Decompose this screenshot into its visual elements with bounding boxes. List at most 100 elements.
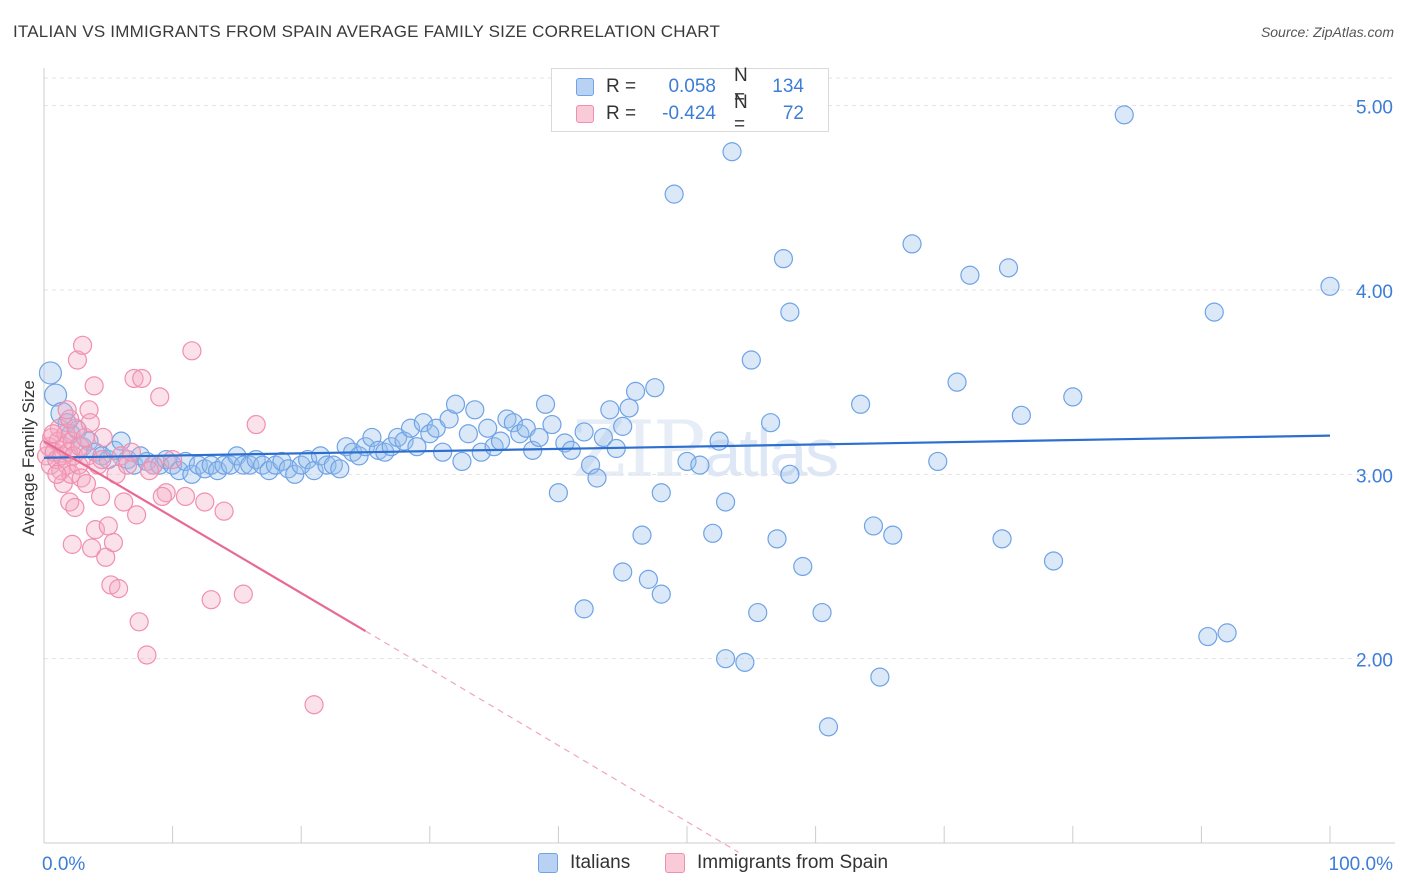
italians-point [902,234,922,254]
spain-point [72,335,93,355]
spain-point [126,505,147,525]
spain-point [85,520,106,540]
series-label-italians: Italians [570,852,631,873]
spain-point [201,590,221,610]
italians-point [780,302,800,322]
italians-point [722,142,742,162]
spain-point [81,538,102,558]
series-legend-italians[interactable]: Italians [538,852,630,874]
legend-r-label: R = [606,103,637,124]
spain-point [304,695,324,715]
italians-point [593,427,614,448]
spain-point [124,368,144,389]
legend-r-label: R = [606,76,637,97]
x-tick-label-min: 0.0% [42,854,85,875]
italians-point [960,265,980,285]
spain-point [195,492,215,512]
italians-point [574,599,594,619]
italians-point [677,451,697,472]
italians-point [323,455,343,475]
italians-point [38,361,63,385]
spain-point [96,547,116,567]
italians-point [555,433,575,453]
spain-point [98,516,118,536]
spain-point [60,492,80,512]
spain-point [163,449,183,470]
spain-point [156,483,176,503]
italians-point [651,584,671,604]
italians-point [992,529,1012,549]
spain-point [129,612,149,632]
watermark-zip: ZIP [572,405,705,495]
spain-point [67,350,88,370]
italians-point [664,184,684,204]
series-swatch-spain [665,853,685,873]
spain-trendline-extension [365,630,739,853]
spain-trendline [43,440,367,632]
spain-point [121,442,142,462]
spain-point [175,486,196,507]
italians-point [715,492,736,512]
italians-point [317,455,337,475]
spain-point [71,468,91,488]
italians-point [928,451,948,472]
italians-point [1217,623,1237,643]
italians-point [265,455,286,475]
italians-point [870,667,890,687]
italians-point [619,398,639,418]
italians-point [715,649,736,669]
legend-swatch-spain [576,105,594,123]
legend-n-value: 72 [782,103,804,124]
spain-point [57,400,77,420]
italians-point [793,556,813,577]
spain-point [132,368,152,389]
italians-point [780,464,800,484]
spain-point [65,497,85,518]
series-legend: Italians Immigrants from Spain [0,852,1406,876]
italians-point [1114,105,1134,125]
spain-point [182,341,202,361]
spain-point [150,387,170,407]
italians-point [445,394,466,414]
y-axis-label: Average Family Size [19,380,38,536]
italians-point [690,455,710,475]
spain-point [108,579,129,599]
italians-point [773,249,794,269]
italians-point [561,440,581,460]
italians-point [1011,405,1031,425]
italians-point [298,449,318,470]
spain-point [76,473,97,494]
source-label: Source: ZipAtlas.com [1260,24,1394,40]
italians-point [600,400,620,420]
legend-n-label: N = [734,92,748,135]
italians-point [478,418,498,438]
italians-point [574,422,594,442]
italians-point [465,400,485,420]
series-label-spain: Immigrants from Spain [697,852,889,873]
italians-point [1204,302,1224,322]
y-tick-label: 5.00 [1356,98,1393,119]
legend-row-italians: R = 0.058 N = 134 [576,65,804,108]
spain-point [233,584,253,604]
spain-point [62,534,82,554]
watermark: ZIPatlas [572,405,840,495]
italians-point [1320,276,1340,296]
spain-point [92,449,112,470]
italians-point [625,381,646,401]
spain-point [80,413,100,433]
italians-point [272,451,292,472]
italians-point [947,372,967,392]
italians-point [709,431,729,451]
legend-n-label: N = [734,65,748,108]
italians-point [613,562,633,582]
x-tick-label-max: 100.0% [1329,854,1394,875]
italians-point [433,442,453,462]
italians-point [458,424,478,444]
spain-point [47,464,67,484]
watermark-atlas: atlas [703,415,840,491]
italians-point [818,717,839,737]
italians-point [452,451,472,472]
spain-point [214,501,234,521]
series-legend-spain[interactable]: Immigrants from Spain [665,852,888,874]
chart-title: ITALIAN VS IMMIGRANTS FROM SPAIN AVERAGE… [13,22,721,41]
